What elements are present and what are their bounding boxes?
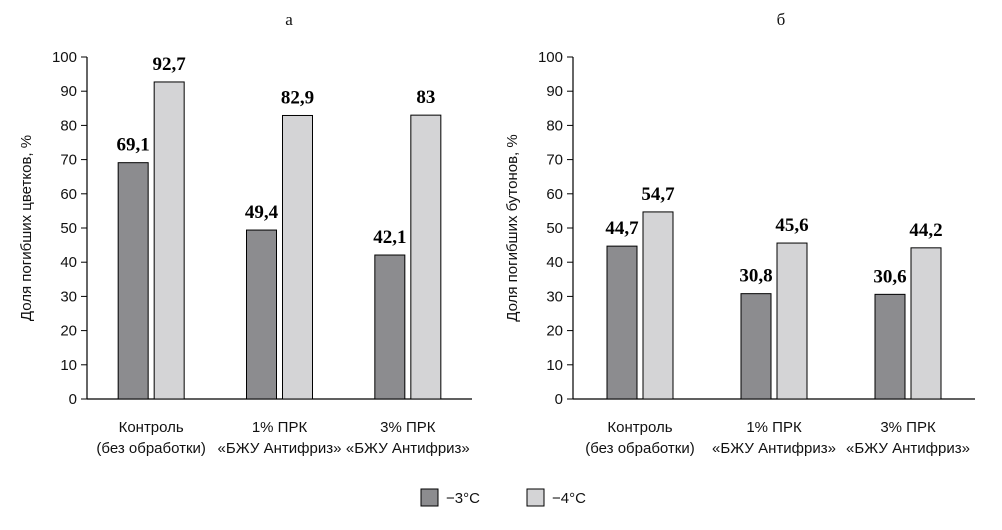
x-tick-label: 3% ПРК: [380, 419, 436, 436]
y-tick-label: 0: [69, 391, 77, 408]
y-tick-label: 10: [546, 357, 563, 374]
bar: [246, 229, 277, 400]
x-tick-label: «БЖУ Антифриз»: [346, 440, 470, 457]
x-tick-label: 3% ПРК: [880, 419, 936, 436]
x-tick-label: Контроль: [607, 419, 672, 436]
y-tick-label: 70: [60, 152, 77, 169]
y-tick-label: 90: [60, 83, 77, 100]
data-label: 45,6: [775, 215, 808, 236]
legend: −3°C −4°C: [420, 488, 586, 507]
bar: [606, 245, 638, 400]
x-tick-label: (без обработки): [585, 440, 695, 457]
y-tick-label: 30: [546, 288, 563, 305]
data-label: 83: [416, 87, 435, 108]
legend-label-minus3: −3°C: [446, 490, 480, 507]
x-tick-label: 1% ПРК: [252, 419, 308, 436]
y-tick-label: 90: [546, 83, 563, 100]
x-tick-label: (без обработки): [96, 440, 206, 457]
x-tick-label: «БЖУ Антифриз»: [846, 440, 970, 457]
y-tick-label: 30: [60, 288, 77, 305]
data-label: 54,7: [641, 184, 675, 205]
y-tick-label: 100: [52, 49, 77, 66]
y-tick-label: 50: [546, 220, 563, 237]
y-tick-label: 20: [60, 323, 77, 340]
legend-label-minus4: −4°C: [552, 490, 586, 507]
legend-swatch-minus4: [526, 488, 545, 507]
bar: [874, 293, 906, 400]
y-tick-label: 40: [60, 254, 77, 271]
y-tick-label: 50: [60, 220, 77, 237]
y-tick-label: 60: [546, 186, 563, 203]
bar: [153, 81, 185, 400]
y-axis-label: Доля погибших цветков, %: [18, 135, 35, 321]
x-tick-label: 1% ПРК: [746, 419, 802, 436]
y-tick-label: 80: [546, 117, 563, 134]
panel-title: б: [777, 10, 786, 29]
y-tick-label: 60: [60, 186, 77, 203]
chart-panel-b: б 0 10 20 30 40 50 60 70 80 90 100 Доля погибших бут…: [504, 10, 975, 457]
chart-panel-a: а 0 10 20 30 40 50 60 70 80 90 100 Доля погибших цве…: [18, 10, 472, 457]
data-label: 30,8: [739, 266, 772, 287]
legend-swatch-minus3: [420, 488, 439, 507]
y-tick-label: 40: [546, 254, 563, 271]
data-label: 44,2: [909, 220, 942, 241]
y-axis-label: Доля погибших бутонов, %: [504, 134, 521, 321]
x-tick-label: «БЖУ Антифриз»: [218, 440, 342, 457]
y-tick-label: 80: [60, 117, 77, 134]
data-label: 69,1: [117, 135, 150, 156]
y-tick-label: 100: [538, 49, 563, 66]
y-tick-label: 0: [555, 391, 563, 408]
bar: [374, 254, 406, 400]
data-label: 82,9: [281, 87, 314, 108]
data-label: 92,7: [153, 54, 187, 75]
y-tick-label: 70: [546, 152, 563, 169]
x-tick-label: «БЖУ Антифриз»: [712, 440, 836, 457]
y-tick-label: 10: [60, 357, 77, 374]
bar: [740, 293, 772, 400]
y-tick-label: 20: [546, 323, 563, 340]
x-tick-label: Контроль: [119, 419, 184, 436]
data-label: 42,1: [373, 227, 406, 248]
bar: [776, 242, 808, 400]
bar: [642, 211, 674, 400]
bar: [282, 114, 313, 400]
data-label: 44,7: [605, 218, 639, 239]
data-label: 49,4: [245, 202, 279, 223]
data-label: 30,6: [873, 266, 906, 287]
bar: [117, 162, 149, 400]
panel-title: а: [285, 10, 293, 29]
bar: [410, 114, 442, 400]
bar: [910, 247, 942, 400]
